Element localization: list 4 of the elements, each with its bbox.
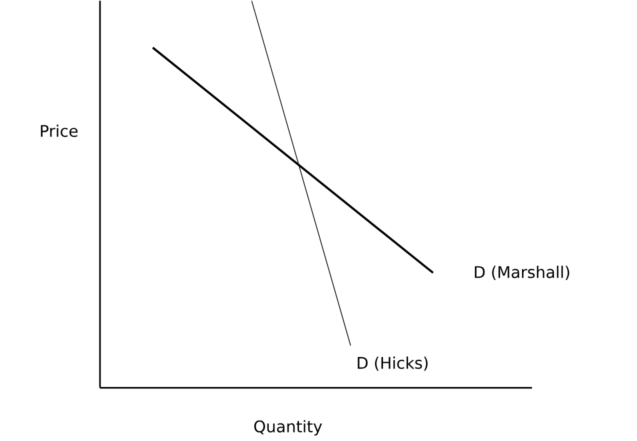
x-axis-title: Quantity	[254, 420, 322, 436]
text: D (Marshall)	[474, 266, 570, 280]
series-label: D (Hicks)	[358, 356, 428, 371]
y-axis-title: Price	[40, 124, 78, 138]
